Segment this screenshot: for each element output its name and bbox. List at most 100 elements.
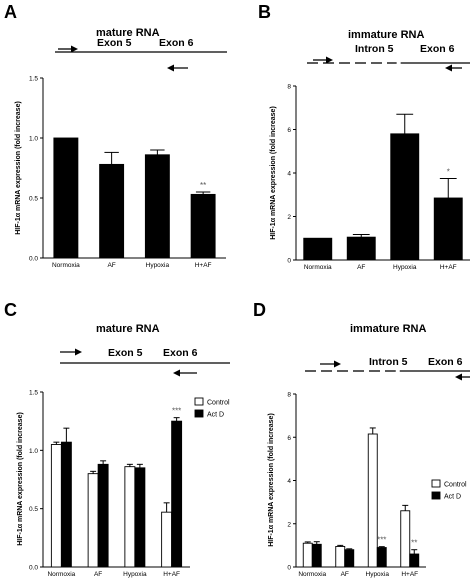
legend-swatch <box>194 409 204 418</box>
gene-diagram-title: immature RNA <box>350 323 426 335</box>
bar <box>433 197 463 261</box>
x-tick-label: Normoxia <box>298 571 326 578</box>
bar <box>134 467 146 568</box>
y-tick-label: 8 <box>287 84 291 91</box>
y-tick-label: 0.5 <box>29 506 38 513</box>
legend: Control Act D <box>194 397 230 419</box>
significance-marker: * <box>447 167 450 176</box>
gene-diagram-title: mature RNA <box>96 323 160 335</box>
gene-region-label: Intron 5 <box>369 356 408 368</box>
y-tick-label: 0.5 <box>29 196 38 203</box>
bar <box>161 511 173 568</box>
y-tick-label: 2 <box>287 214 291 221</box>
legend-label: Act D <box>444 494 461 501</box>
y-tick-label: 6 <box>287 435 291 442</box>
panel-letter: D <box>253 300 266 320</box>
bar <box>311 543 322 568</box>
bar <box>97 463 109 568</box>
x-tick-label: Normoxia <box>47 571 75 578</box>
y-axis-label: HIF-1α mRNA expression (fold increase) <box>270 106 277 240</box>
y-tick-label: 6 <box>287 127 291 134</box>
bar <box>335 546 346 568</box>
y-tick-label: 1.5 <box>29 390 38 397</box>
y-tick-label: 1.0 <box>29 448 38 455</box>
bar <box>409 553 420 568</box>
y-tick-label: 0 <box>287 258 291 265</box>
bar <box>376 547 387 568</box>
y-tick-label: 8 <box>287 392 291 399</box>
forward-primer-arrowhead <box>326 56 333 64</box>
gene-region-label: Intron 5 <box>355 43 394 55</box>
x-tick-label: Hypoxia <box>393 264 417 271</box>
bar <box>87 473 99 568</box>
forward-primer-arrowhead <box>334 360 341 368</box>
x-tick-label: H+AF <box>401 571 418 578</box>
panel-letter: A <box>4 2 17 22</box>
bar <box>302 542 313 568</box>
bar <box>400 510 411 568</box>
x-tick-label: Hypoxia <box>146 262 170 269</box>
bar <box>53 137 79 259</box>
x-tick-label: H+AF <box>440 264 457 271</box>
panel-letter: B <box>258 2 271 22</box>
legend-swatch <box>431 491 441 500</box>
x-tick-label: Normoxia <box>52 262 80 269</box>
gene-region-label: Exon 6 <box>159 37 194 49</box>
bar <box>144 154 170 259</box>
bar <box>60 441 72 568</box>
bar <box>367 433 378 568</box>
panel-letter: C <box>4 300 17 320</box>
x-tick-label: H+AF <box>163 571 180 578</box>
y-axis-label: HIF-1α mRNA expression (fold increase) <box>15 101 22 235</box>
reverse-primer-arrowhead <box>455 373 462 381</box>
bar <box>124 466 136 568</box>
significance-marker: *** <box>172 407 181 416</box>
gene-region-label: Exon 6 <box>420 43 455 55</box>
y-tick-label: 2 <box>287 521 291 528</box>
y-tick-label: 0 <box>287 565 291 572</box>
bar <box>190 193 216 259</box>
significance-marker: ** <box>200 181 206 190</box>
gene-region-label: Exon 5 <box>108 347 143 359</box>
bar <box>99 163 125 259</box>
legend-label: Act D <box>207 412 224 419</box>
legend-label: Control <box>207 400 230 407</box>
gene-region-label: Exon 5 <box>97 37 132 49</box>
bar <box>171 420 183 568</box>
x-tick-label: AF <box>341 571 349 578</box>
reverse-primer-arrowhead <box>445 64 452 72</box>
gene-region-label: Exon 6 <box>428 356 463 368</box>
x-tick-label: Normoxia <box>304 264 332 271</box>
y-tick-label: 0.0 <box>29 565 38 572</box>
gene-region-label: Exon 6 <box>163 347 198 359</box>
gene-diagram-title: mature RNA <box>96 27 160 39</box>
bar <box>346 236 376 261</box>
significance-marker: *** <box>377 536 386 545</box>
y-tick-label: 0.0 <box>29 256 38 263</box>
y-axis-label: HIF-1α mRNA expression (fold increase) <box>17 412 24 546</box>
x-tick-label: Hypoxia <box>123 571 147 578</box>
x-tick-label: H+AF <box>195 262 212 269</box>
legend-swatch <box>431 479 441 488</box>
bar <box>50 444 62 568</box>
bar <box>303 237 333 261</box>
legend: Control Act D <box>431 479 467 501</box>
x-tick-label: AF <box>357 264 365 271</box>
y-tick-label: 1.5 <box>29 76 38 83</box>
forward-primer-arrowhead <box>75 348 82 356</box>
bar <box>390 133 420 261</box>
x-tick-label: Hypoxia <box>366 571 390 578</box>
legend-label: Control <box>444 482 467 489</box>
x-tick-label: AF <box>107 262 115 269</box>
legend-swatch <box>194 397 204 406</box>
significance-marker: ** <box>411 539 417 548</box>
reverse-primer-arrowhead <box>167 64 174 72</box>
y-axis-label: HIF-1α mRNA expression (fold increase) <box>268 413 275 547</box>
y-tick-label: 4 <box>287 478 291 485</box>
bar <box>344 549 355 568</box>
